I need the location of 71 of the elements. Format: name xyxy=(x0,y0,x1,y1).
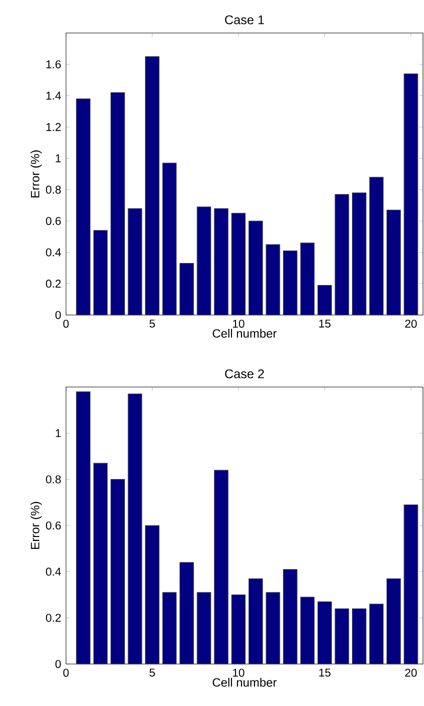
y-tick-label: 0.4 xyxy=(46,248,61,256)
y-tick-label: 0 xyxy=(55,660,61,668)
bar xyxy=(76,391,90,664)
bar xyxy=(231,212,246,316)
y-tick-label: 1.6 xyxy=(46,60,61,68)
bar xyxy=(300,596,315,664)
bar xyxy=(93,462,108,664)
x-tick-label: 15 xyxy=(319,668,331,677)
x-axis-title: Cell number xyxy=(212,678,277,687)
bar xyxy=(334,194,350,316)
x-tick-label: 5 xyxy=(150,668,155,677)
bar xyxy=(352,192,366,316)
bar xyxy=(128,208,142,316)
bar xyxy=(318,601,332,664)
y-axis-title: Error (%) xyxy=(30,502,42,549)
x-tick-label: 0 xyxy=(63,320,69,328)
bar xyxy=(214,470,228,664)
bar xyxy=(145,525,160,664)
x-tick-label: 20 xyxy=(405,668,417,677)
bar xyxy=(180,562,194,664)
bar xyxy=(180,263,194,316)
bar xyxy=(369,604,384,664)
bar xyxy=(196,592,212,664)
x-tick-label: 15 xyxy=(319,320,331,328)
y-tick-label: 0.8 xyxy=(46,186,61,194)
y-tick-label: 1.2 xyxy=(46,123,61,131)
x-tick-label: 0 xyxy=(63,668,69,677)
bar xyxy=(214,208,228,316)
y-tick-label: 0.8 xyxy=(46,475,61,484)
bar xyxy=(248,578,263,664)
bar xyxy=(231,594,246,664)
bar xyxy=(196,206,212,316)
y-tick-label: 1.4 xyxy=(46,92,61,100)
bar xyxy=(300,242,315,316)
bar xyxy=(386,578,401,664)
y-tick-label: 0.4 xyxy=(46,568,61,576)
bar xyxy=(404,504,418,664)
bar xyxy=(110,92,125,316)
chart-title: Case 2 xyxy=(225,369,264,378)
bar xyxy=(334,608,350,664)
x-tick-label: 20 xyxy=(405,320,417,328)
bar xyxy=(145,56,160,316)
bar xyxy=(266,244,280,316)
bar xyxy=(110,479,125,664)
y-tick-label: 0.6 xyxy=(46,521,61,530)
bar xyxy=(76,98,90,316)
bar xyxy=(352,608,366,664)
bar xyxy=(283,569,298,664)
x-tick-label: 10 xyxy=(233,320,244,328)
y-tick-label: 0.6 xyxy=(46,216,61,226)
y-tick-label: 0 xyxy=(55,310,61,319)
bar xyxy=(93,230,108,316)
y-tick-label: 0.2 xyxy=(46,614,61,622)
y-tick-label: 1 xyxy=(56,154,61,162)
y-axis-title: Error (%) xyxy=(30,150,42,198)
bar xyxy=(404,73,418,316)
chart-title: Case 1 xyxy=(225,15,264,24)
y-tick-label: 0.2 xyxy=(46,280,61,288)
y-tick-label: 1 xyxy=(56,429,61,438)
bar xyxy=(162,162,177,316)
bar xyxy=(162,592,177,664)
bar xyxy=(283,250,298,316)
x-tick-label: 10 xyxy=(233,668,244,677)
x-axis-title: Cell number xyxy=(212,328,277,338)
bar xyxy=(128,394,142,664)
bar xyxy=(248,220,263,316)
x-tick-label: 5 xyxy=(150,320,155,328)
bar xyxy=(386,210,401,316)
bar xyxy=(266,592,280,664)
bar xyxy=(318,284,332,316)
bar xyxy=(369,176,384,316)
